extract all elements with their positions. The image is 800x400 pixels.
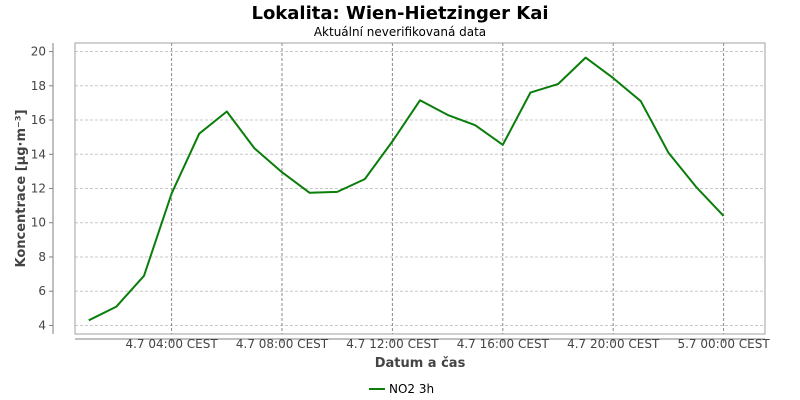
y-tick-label: 16 (31, 113, 46, 127)
x-tick-label: 4.7 20:00 CEST (567, 337, 660, 351)
legend-label-no2-3h: NO2 3h (389, 382, 434, 396)
legend: NO2 3h (369, 382, 434, 396)
x-tick-label: 5.7 00:00 CEST (677, 337, 770, 351)
x-tick-label: 4.7 04:00 CEST (125, 337, 218, 351)
series-layer (88, 56, 725, 322)
chart-title: Lokalita: Wien-Hietzinger Kai (251, 3, 548, 24)
y-axis-label: Koncentrace [µg·m⁻³] (14, 109, 29, 267)
y-tick-label: 8 (38, 250, 46, 264)
x-tick-label: 4.7 12:00 CEST (346, 337, 439, 351)
x-axis-label: Datum a čas (375, 356, 466, 371)
plot-area (74, 42, 766, 335)
y-tick-label: 6 (38, 284, 46, 298)
grid-lines (75, 43, 765, 334)
y-tick-label: 10 (31, 216, 46, 230)
y-tick-label: 18 (31, 79, 46, 93)
y-tick-label: 20 (31, 45, 46, 59)
x-tick-label: 4.7 08:00 CEST (236, 337, 329, 351)
y-axis: 4 6 8 10 12 14 16 18 20 (31, 43, 54, 334)
x-axis: 4.7 04:00 CEST 4.7 08:00 CEST 4.7 12:00 CE… (75, 337, 770, 351)
y-tick-label: 12 (31, 182, 46, 196)
y-tick-label: 4 (38, 318, 46, 332)
y-tick-label: 14 (31, 147, 46, 161)
x-tick-label: 4.7 16:00 CEST (457, 337, 550, 351)
chart-subtitle: Aktuální neverifikovaná data (314, 25, 486, 39)
series-line-no2-3h (88, 56, 725, 322)
